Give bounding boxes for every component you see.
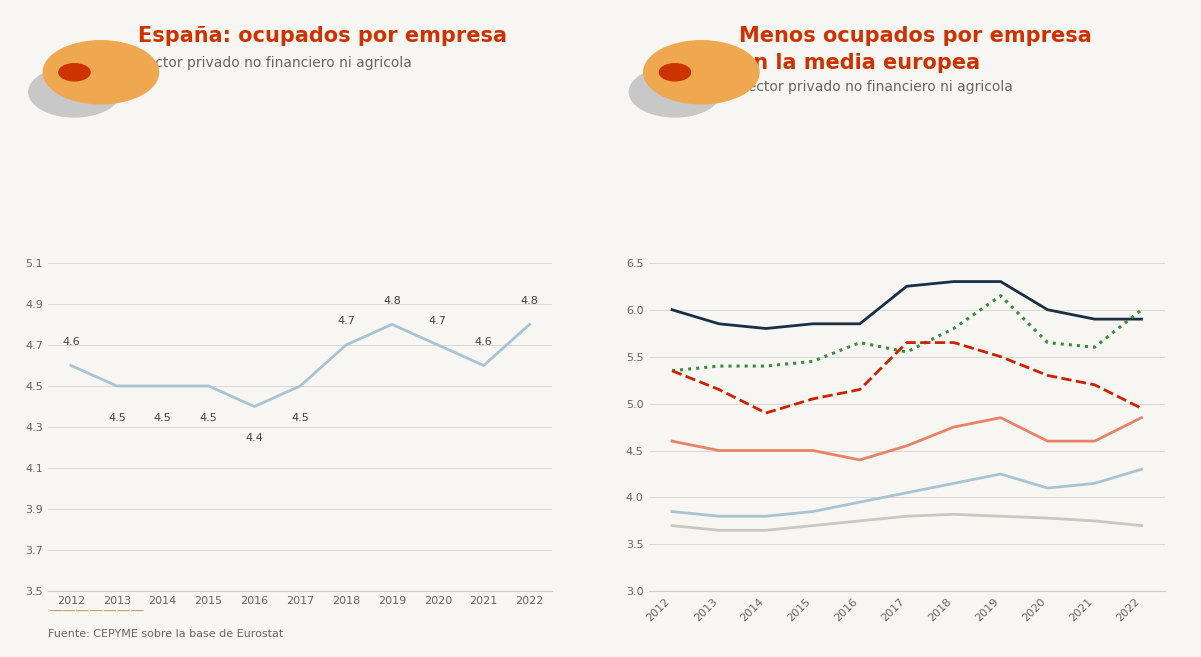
Text: 4.5: 4.5 [292,413,309,422]
Text: 4.6: 4.6 [62,337,79,347]
Text: Fuente: CEPYME sobre la base de Eurostat: Fuente: CEPYME sobre la base de Eurostat [48,629,283,639]
Text: Sector privado no financiero ni agricola: Sector privado no financiero ni agricola [739,80,1012,94]
Text: 4.8: 4.8 [383,296,401,306]
Text: 4.5: 4.5 [154,413,172,422]
Text: ———————: ——————— [48,605,144,619]
Text: 4.7: 4.7 [429,317,447,327]
Text: 4.4: 4.4 [245,433,263,443]
Text: 4.8: 4.8 [520,296,538,306]
Text: 4.6: 4.6 [474,337,492,347]
Text: 4.7: 4.7 [337,317,355,327]
Text: Sector privado no financiero ni agricola: Sector privado no financiero ni agricola [138,56,412,70]
Text: España: ocupados por empresa: España: ocupados por empresa [138,26,507,46]
Text: 4.5: 4.5 [108,413,126,422]
Text: en la media europea: en la media europea [739,53,980,72]
Text: Menos ocupados por empresa: Menos ocupados por empresa [739,26,1092,46]
Text: 4.5: 4.5 [199,413,217,422]
